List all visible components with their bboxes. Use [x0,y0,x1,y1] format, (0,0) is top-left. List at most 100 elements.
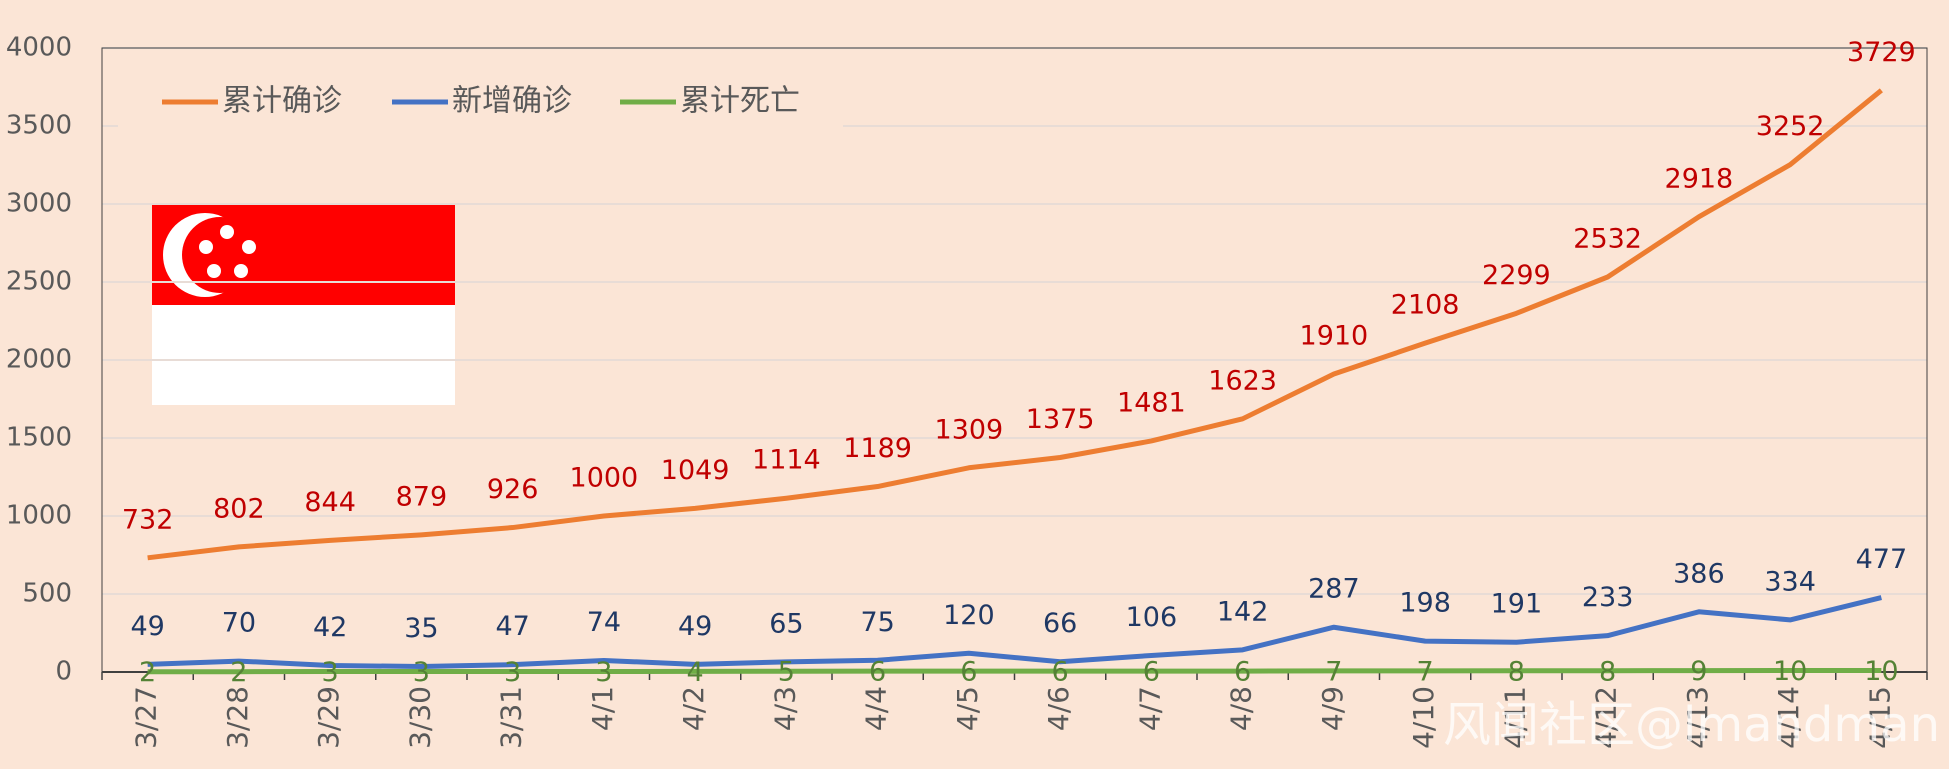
y-tick-label: 500 [22,579,72,609]
series-line [147,88,1883,561]
x-tick-label: 3/31 [495,686,528,749]
data-label: 7 [1417,656,1434,687]
legend-label: 累计死亡 [680,84,800,119]
data-label: 233 [1582,582,1634,613]
x-tick-label: 4/14 [1772,686,1805,749]
watermark: 风闻社区@lmandman [1443,697,1940,753]
x-tick-label: 4/12 [1590,686,1623,749]
data-label: 70 [222,608,256,639]
data-label: 3 [504,657,521,688]
data-label: 4 [687,657,704,688]
x-tick-label: 3/29 [312,686,345,749]
data-label: 844 [304,487,356,518]
flag-stars [199,225,256,278]
data-label: 1910 [1300,321,1369,352]
y-tick-label: 2500 [6,267,72,297]
x-tick-label: 4/2 [677,686,710,731]
data-label: 732 [122,504,174,535]
data-label: 477 [1856,544,1908,575]
y-tick-label: 1500 [6,423,72,453]
legend: 累计确诊 新增确诊 累计死亡 [118,74,843,130]
data-label: 879 [396,481,448,512]
data-label: 3 [413,657,430,688]
data-label: 1481 [1117,387,1186,418]
data-label: 334 [1764,566,1816,597]
data-label: 3252 [1756,111,1825,142]
data-label: 10 [1864,656,1898,687]
data-label: 3 [322,657,339,688]
data-label: 5 [778,657,795,688]
flag [152,205,455,405]
x-tick-label: 4/6 [1042,686,1075,731]
x-tick-label: 4/8 [1225,686,1258,731]
data-label: 2532 [1573,224,1642,255]
data-label: 66 [1043,608,1077,639]
data-label: 42 [313,612,347,643]
x-tick-label: 3/28 [221,686,254,749]
y-tick-label: 0 [55,657,72,687]
x-tick-label: 3/27 [130,686,163,749]
data-label: 6 [1052,657,1069,688]
x-tick-label: 4/10 [1407,686,1440,749]
data-label: 1189 [843,433,912,464]
x-tick-label: 4/1 [586,686,619,731]
data-label: 3 [595,657,612,688]
y-tick-label: 1000 [6,501,72,531]
data-label: 74 [587,607,621,638]
data-label: 1049 [661,455,730,486]
x-tick-label: 4/9 [1316,686,1349,731]
data-label: 2918 [1665,163,1734,194]
flag-white [152,305,455,405]
x-tick-label: 4/3 [768,686,801,731]
data-label: 1375 [1026,404,1095,435]
series-line [147,667,1882,675]
y-tick-label: 2000 [6,345,72,375]
data-label: 9 [1690,656,1707,687]
data-label: 10 [1773,656,1807,687]
x-tick-label: 4/7 [1133,686,1166,731]
legend-label: 累计确诊 [222,84,342,119]
data-label: 3729 [1847,37,1916,68]
data-label: 6 [1234,657,1251,688]
data-label: 35 [404,613,438,644]
data-label: 142 [1217,596,1269,627]
data-label: 7 [1325,656,1342,687]
x-tick-label: 4/5 [951,686,984,731]
y-tick-label: 3000 [6,189,72,219]
data-label: 1114 [752,445,821,476]
data-label: 2108 [1391,290,1460,321]
legend-box [118,74,843,130]
data-label: 65 [769,608,803,639]
data-label: 802 [213,493,265,524]
series-line [147,595,1882,670]
data-label: 1309 [935,414,1004,445]
data-label: 8 [1508,656,1525,687]
data-label: 191 [1491,589,1543,620]
data-label: 47 [495,611,529,642]
data-label: 106 [1126,602,1178,633]
x-tick-label: 4/11 [1498,686,1531,749]
x-tick-label: 4/4 [860,686,893,731]
x-tick-label: 4/13 [1681,686,1714,749]
data-label: 49 [678,611,712,642]
data-label: 6 [869,657,886,688]
data-label: 198 [1399,588,1451,619]
data-label: 49 [130,611,164,642]
data-label: 75 [860,607,894,638]
y-tick-label: 4000 [6,33,72,63]
data-label: 386 [1673,558,1725,589]
x-tick-label: 3/30 [403,686,436,749]
data-label: 120 [943,600,995,631]
data-label: 2 [230,657,247,688]
data-label: 2299 [1482,260,1551,291]
data-label: 2 [139,657,156,688]
x-tick-label: 4/15 [1863,686,1896,749]
y-tick-label: 3500 [6,111,72,141]
data-label: 287 [1308,574,1360,605]
data-label: 8 [1599,656,1616,687]
data-label: 1000 [570,463,639,494]
data-label: 1623 [1208,365,1277,396]
data-label: 6 [1143,657,1160,688]
data-label: 6 [960,657,977,688]
